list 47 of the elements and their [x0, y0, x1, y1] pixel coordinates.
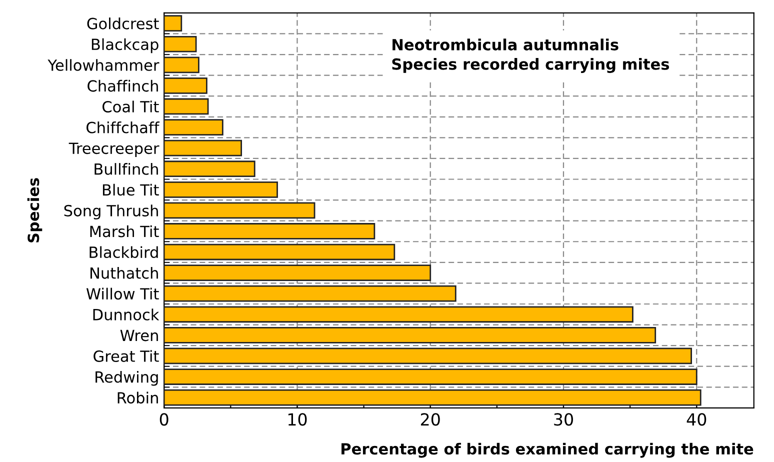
bar [164, 202, 316, 219]
y-tick-label: Coal Tit [102, 100, 159, 113]
bar [164, 389, 702, 406]
bar [164, 285, 456, 302]
bar [164, 327, 656, 344]
bar [164, 223, 376, 240]
y-tick-label: Blue Tit [102, 184, 159, 196]
y-axis-title: Species [27, 178, 42, 242]
bar [164, 15, 182, 32]
y-tick-label: Goldcrest [87, 18, 159, 30]
y-tick-label: Marsh Tit [90, 225, 159, 238]
y-tick-label: Song Thrush [64, 204, 158, 220]
x-tick-label: 30 [554, 413, 573, 426]
x-axis-title: Percentage of birds examined carrying the mite [342, 442, 754, 458]
bar [164, 98, 209, 115]
text: Neotrombicula autumnalis [392, 38, 618, 50]
y-tick-label: Willow Tit [86, 288, 159, 300]
bar [164, 181, 278, 198]
x-tick-label: 10 [288, 413, 307, 426]
y-tick-label: Great Tit [94, 350, 159, 362]
y-tick-label: Robin [118, 392, 158, 404]
y-tick-label: Dunnock [93, 308, 160, 320]
y-tick-label: Redwing [96, 370, 158, 386]
bar [164, 36, 197, 52]
y-tick-label: Blackbird [90, 246, 158, 258]
bar [164, 160, 256, 178]
x-tick-label: 40 [686, 413, 706, 426]
y-tick-label: Bullfinch [94, 163, 158, 175]
bar [164, 119, 224, 136]
bar [164, 140, 242, 156]
x-tick-label: 20 [420, 413, 440, 426]
y-tick-label: Treecreeper [68, 142, 160, 158]
bar [164, 348, 692, 364]
y-tick-label: Nuthatch [90, 267, 158, 279]
y-tick-label: Chiffchaff [86, 121, 160, 134]
bar [164, 244, 396, 260]
y-tick-label: Wren [120, 330, 158, 342]
x-tick-label: 0 [160, 413, 168, 426]
bar [164, 368, 698, 385]
bar [164, 306, 634, 323]
bar [164, 56, 200, 74]
bar [164, 264, 432, 281]
text: Species recorded carrying mites [392, 58, 670, 73]
y-tick-label: Yellowhammer [48, 59, 160, 71]
y-tick-label: Blackcap [92, 38, 158, 54]
y-tick-label: Chaffinch [88, 80, 158, 92]
bar [164, 78, 208, 94]
